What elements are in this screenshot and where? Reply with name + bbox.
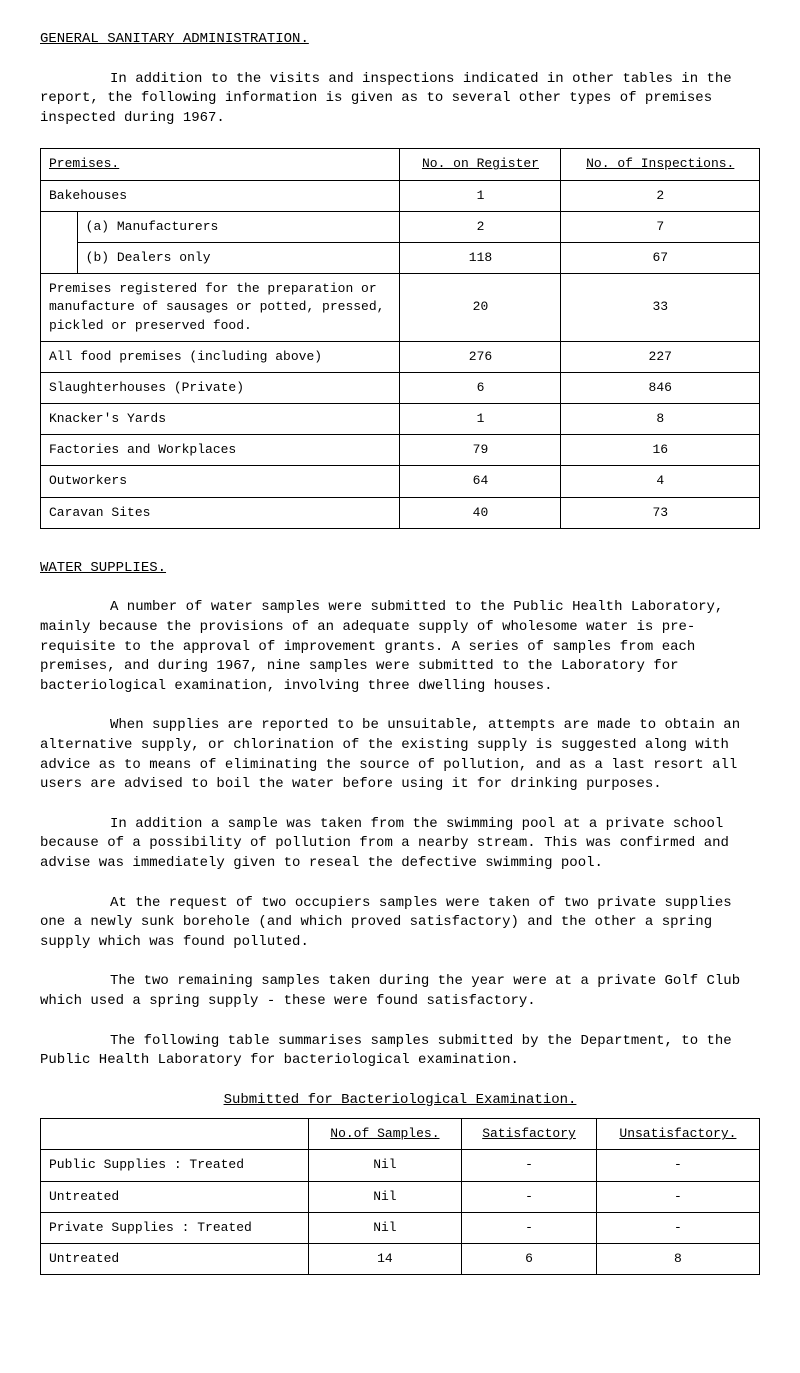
water-para-3: In addition a sample was taken from the … [40, 815, 760, 874]
cell-reg: 6 [400, 372, 561, 403]
cell-icecream-label [41, 211, 78, 273]
cell-sat: - [462, 1181, 597, 1212]
header-premises: Premises. [49, 156, 119, 171]
cell-unsat: - [596, 1150, 759, 1181]
table-row: Public Supplies : Treated Nil - - [41, 1150, 760, 1181]
water-para-1: A number of water samples were submitted… [40, 598, 760, 696]
cell-label: Knacker's Yards [41, 404, 400, 435]
table-header-row: Premises. No. on Register No. of Inspect… [41, 149, 760, 180]
cell-reg: 1 [400, 404, 561, 435]
table-row: Private Supplies : Treated Nil - - [41, 1212, 760, 1243]
cell-sat: - [462, 1212, 597, 1243]
table-header-row: No.of Samples. Satisfactory Unsatisfacto… [41, 1119, 760, 1150]
cell-insp: 7 [561, 211, 760, 242]
page-title: GENERAL SANITARY ADMINISTRATION. [40, 30, 760, 50]
cell-insp: 67 [561, 242, 760, 273]
header-samples: No.of Samples. [330, 1126, 439, 1141]
cell-label: (a) Manufacturers [77, 211, 400, 242]
cell-reg: 2 [400, 211, 561, 242]
cell-label: (b) Dealers only [77, 242, 400, 273]
cell-insp: 73 [561, 497, 760, 528]
header-inspections: No. of Inspections. [586, 156, 734, 171]
water-para-4: At the request of two occupiers samples … [40, 894, 760, 953]
cell-label: Premises registered for the preparation … [41, 274, 400, 342]
cell-reg: 118 [400, 242, 561, 273]
cell-reg: 1 [400, 180, 561, 211]
cell-label: Untreated [41, 1244, 309, 1275]
bacteriological-table: No.of Samples. Satisfactory Unsatisfacto… [40, 1118, 760, 1275]
intro-paragraph: In addition to the visits and inspection… [40, 70, 760, 129]
table-row: Bakehouses 1 2 [41, 180, 760, 211]
cell-label: Slaughterhouses (Private) [41, 372, 400, 403]
cell-samples: Nil [308, 1181, 462, 1212]
header-unsat: Unsatisfactory. [619, 1126, 736, 1141]
cell-unsat: - [596, 1212, 759, 1243]
cell-samples: Nil [308, 1212, 462, 1243]
cell-insp: 2 [561, 180, 760, 211]
water-para-5: The two remaining samples taken during t… [40, 972, 760, 1011]
table-row: Untreated 14 6 8 [41, 1244, 760, 1275]
cell-samples: 14 [308, 1244, 462, 1275]
cell-label: Factories and Workplaces [41, 435, 400, 466]
cell-insp: 846 [561, 372, 760, 403]
water-para-6: The following table summarises samples s… [40, 1032, 760, 1071]
table-row: Knacker's Yards 1 8 [41, 404, 760, 435]
table2-caption: Submitted for Bacteriological Examinatio… [40, 1091, 760, 1111]
cell-insp: 227 [561, 341, 760, 372]
header-sat: Satisfactory [482, 1126, 576, 1141]
cell-label: Untreated [41, 1181, 309, 1212]
cell-reg: 20 [400, 274, 561, 342]
table-row: Factories and Workplaces 79 16 [41, 435, 760, 466]
header-register: No. on Register [422, 156, 539, 171]
premises-table: Premises. No. on Register No. of Inspect… [40, 148, 760, 528]
table-row: (b) Dealers only 118 67 [41, 242, 760, 273]
cell-samples: Nil [308, 1150, 462, 1181]
cell-reg: 40 [400, 497, 561, 528]
table-row: Premises registered for the preparation … [41, 274, 760, 342]
cell-sat: 6 [462, 1244, 597, 1275]
cell-reg: 79 [400, 435, 561, 466]
water-supplies-title: WATER SUPPLIES. [40, 559, 760, 579]
cell-label: Public Supplies : Treated [41, 1150, 309, 1181]
table-row: All food premises (including above) 276 … [41, 341, 760, 372]
water-para-2: When supplies are reported to be unsuita… [40, 716, 760, 794]
cell-label: Caravan Sites [41, 497, 400, 528]
table-row: (a) Manufacturers 2 7 [41, 211, 760, 242]
cell-unsat: 8 [596, 1244, 759, 1275]
table-row: Outworkers 64 4 [41, 466, 760, 497]
cell-insp: 8 [561, 404, 760, 435]
table-row: Slaughterhouses (Private) 6 846 [41, 372, 760, 403]
cell-insp: 4 [561, 466, 760, 497]
cell-label: Private Supplies : Treated [41, 1212, 309, 1243]
cell-insp: 33 [561, 274, 760, 342]
cell-label: All food premises (including above) [41, 341, 400, 372]
cell-label: Outworkers [41, 466, 400, 497]
cell-unsat: - [596, 1181, 759, 1212]
cell-sat: - [462, 1150, 597, 1181]
table-row: Caravan Sites 40 73 [41, 497, 760, 528]
cell-label: Bakehouses [41, 180, 400, 211]
table-row: Untreated Nil - - [41, 1181, 760, 1212]
cell-reg: 64 [400, 466, 561, 497]
cell-reg: 276 [400, 341, 561, 372]
cell-insp: 16 [561, 435, 760, 466]
header-blank [41, 1119, 309, 1150]
